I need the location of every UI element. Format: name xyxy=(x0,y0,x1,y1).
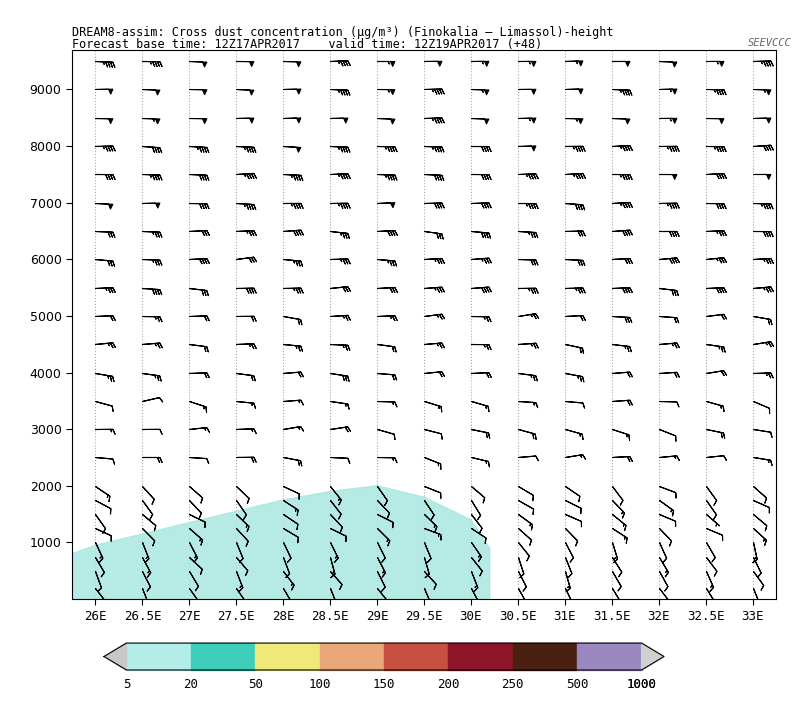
Bar xyxy=(126,643,191,670)
Text: DREAM8-assim: Cross dust concentration (μg/m³) (Finokalia – Limassol)-height: DREAM8-assim: Cross dust concentration (… xyxy=(72,26,614,39)
Text: 1000: 1000 xyxy=(626,678,657,691)
Text: Forecast base time: 12Z17APR2017    valid time: 12Z19APR2017 (+48): Forecast base time: 12Z17APR2017 valid t… xyxy=(72,38,542,51)
Polygon shape xyxy=(72,486,490,599)
Bar xyxy=(513,643,577,670)
Bar xyxy=(448,643,513,670)
Text: 150: 150 xyxy=(373,678,395,691)
Text: SEEVCCC: SEEVCCC xyxy=(748,38,792,48)
Text: 100: 100 xyxy=(308,678,331,691)
Text: 1000: 1000 xyxy=(626,678,657,691)
Text: 50: 50 xyxy=(248,678,262,691)
Polygon shape xyxy=(642,643,664,670)
Bar xyxy=(255,643,319,670)
Bar xyxy=(384,643,448,670)
Bar xyxy=(319,643,384,670)
Text: 500: 500 xyxy=(566,678,589,691)
Bar xyxy=(578,643,642,670)
Text: 200: 200 xyxy=(437,678,460,691)
Text: 20: 20 xyxy=(183,678,198,691)
Bar xyxy=(191,643,255,670)
Polygon shape xyxy=(104,643,126,670)
Text: 5: 5 xyxy=(122,678,130,691)
Text: 250: 250 xyxy=(502,678,524,691)
